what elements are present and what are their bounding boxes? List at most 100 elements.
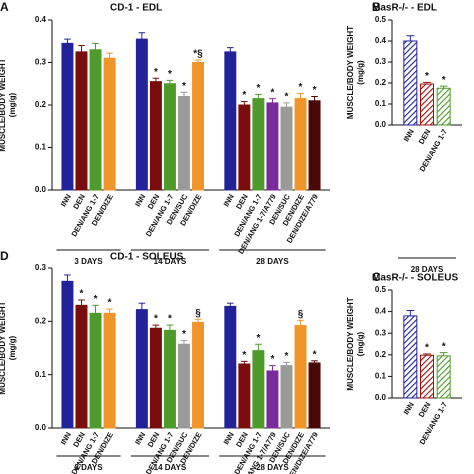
significance-marker: * (299, 82, 303, 93)
bar (89, 49, 102, 191)
bar (178, 96, 190, 191)
chart-title: CD-1 - EDL (110, 3, 162, 14)
bar (238, 104, 251, 191)
y-axis-unit: (mg/g) (356, 60, 365, 85)
y-axis-unit: (mg/g) (8, 335, 17, 360)
group-label: 28 DAYS (256, 257, 289, 266)
bar (163, 329, 176, 429)
y-tick-label: 0.3 (375, 328, 387, 337)
bar (252, 350, 265, 429)
y-tick-label: 0.2 (375, 78, 387, 87)
y-tick-label: 0.0 (35, 185, 47, 194)
bar (280, 365, 293, 429)
bar (266, 102, 279, 191)
bar (103, 312, 116, 429)
y-axis-unit: (mg/g) (8, 92, 17, 117)
significance-marker: *§ (193, 49, 203, 60)
bar (75, 51, 88, 191)
bar (280, 106, 293, 191)
bar (135, 309, 148, 429)
bar (266, 370, 279, 429)
bar (163, 83, 176, 191)
significance-marker: * (154, 314, 158, 325)
y-tick-label: 0.1 (35, 370, 47, 379)
y-tick-label: 0.0 (375, 393, 387, 402)
significance-marker: § (298, 309, 304, 320)
y-tick-label: 0.5 (375, 285, 387, 294)
bar (178, 343, 190, 429)
significance-marker: * (442, 75, 446, 86)
group-label: 14 DAYS (154, 257, 187, 266)
significance-marker: * (94, 294, 98, 305)
panel-letter: A (0, 0, 9, 14)
bar (224, 51, 237, 191)
y-tick-label: 0.2 (375, 350, 387, 359)
y-tick-label: 0.3 (375, 57, 387, 66)
x-tick-label: DEN (417, 400, 433, 418)
bar (294, 325, 307, 429)
panel-letter: D (0, 249, 9, 263)
y-axis-label: MUSCLE/BODY WEIGHT (346, 26, 355, 119)
x-tick-label: DEN (417, 127, 433, 145)
bar (75, 304, 88, 429)
bar (61, 42, 74, 191)
bar (149, 81, 162, 191)
bar (308, 362, 321, 429)
y-tick-label: 0.1 (375, 372, 387, 381)
significance-marker: § (195, 308, 201, 319)
significance-marker: * (425, 71, 429, 82)
group-label: 14 DAYS (154, 463, 187, 472)
group-label: 28 DAYS (411, 265, 444, 274)
y-tick-label: 0.0 (35, 423, 47, 432)
significance-marker: * (270, 87, 274, 98)
group-label: 3 DAYS (74, 463, 103, 472)
significance-marker: * (242, 90, 246, 101)
chart-title: CD-1 - SOLEUS (110, 252, 184, 263)
y-tick-label: 0.3 (35, 263, 47, 272)
significance-marker: * (270, 354, 274, 365)
bar (436, 355, 451, 399)
significance-marker: * (313, 85, 317, 96)
significance-marker: * (108, 298, 112, 309)
bar (403, 315, 418, 399)
significance-marker: * (285, 92, 289, 103)
y-tick-label: 0.2 (35, 316, 47, 325)
significance-marker: * (442, 341, 446, 352)
significance-marker: * (182, 81, 186, 92)
significance-marker: * (285, 351, 289, 362)
y-tick-label: 0.4 (35, 15, 47, 24)
bar (252, 98, 265, 191)
y-tick-label: 0.5 (375, 15, 387, 24)
significance-marker: * (182, 329, 186, 340)
y-tick-label: 0.4 (375, 36, 387, 45)
significance-marker: * (168, 69, 172, 80)
y-tick-label: 0.0 (375, 120, 387, 129)
y-tick-label: 0.2 (35, 100, 47, 109)
y-axis-label: MUSCLE/BODY WEIGHT (346, 297, 355, 390)
y-tick-label: 0.3 (35, 58, 47, 67)
significance-marker: * (256, 333, 260, 344)
y-axis-label: MUSCLE/BODY WEIGHT (0, 58, 7, 151)
bar (420, 354, 434, 399)
bar (192, 321, 204, 429)
panel-letter: C (372, 270, 381, 284)
significance-marker: * (168, 314, 172, 325)
y-tick-label: 0.1 (35, 143, 47, 152)
bar (403, 40, 418, 126)
chart-title: MasR-/- - SOLEUS (372, 273, 458, 284)
bar (238, 363, 251, 429)
panel-letter: B (372, 0, 381, 14)
bar (103, 57, 116, 191)
bar (89, 312, 102, 429)
bar (308, 100, 321, 191)
chart-title: MasR-/- - EDL (372, 3, 437, 14)
significance-marker: * (425, 343, 429, 354)
bar (420, 83, 434, 126)
bar (436, 87, 451, 126)
bar (149, 327, 162, 429)
y-tick-label: 0.1 (375, 99, 387, 108)
x-tick-label: INN (402, 400, 416, 416)
bar (192, 62, 204, 191)
bar (294, 98, 307, 191)
